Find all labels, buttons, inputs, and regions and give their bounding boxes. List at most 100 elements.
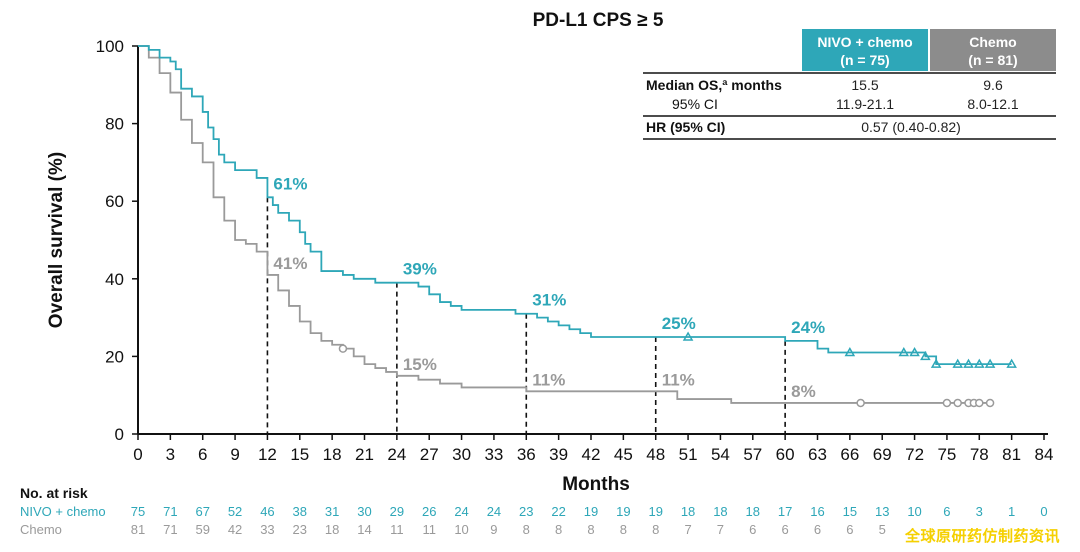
nivo-curve [138, 45, 1012, 366]
x-tick-label: 18 [323, 445, 342, 464]
chemo-censor-mark [338, 344, 348, 353]
at-risk-nivo-value: 38 [293, 504, 307, 519]
at-risk-chemo-value: 8 [555, 522, 562, 537]
x-tick-label: 0 [133, 445, 142, 464]
at-risk-nivo-value: 24 [454, 504, 468, 519]
at-risk-nivo-value: 24 [487, 504, 501, 519]
watermark: 全球原研药仿制药资讯 [904, 527, 1060, 545]
x-tick-label: 39 [549, 445, 568, 464]
at-risk-chemo-value: 59 [195, 522, 209, 537]
chemo-censor-mark [942, 398, 952, 408]
at-risk-nivo-value: 31 [325, 504, 339, 519]
x-tick-label: 48 [646, 445, 665, 464]
median-os-label: Median OS,ª months [646, 77, 782, 93]
at-risk-chemo-value: 8 [620, 522, 627, 537]
ci-chemo: 8.0-12.1 [967, 96, 1019, 112]
chemo-censor-mark [975, 398, 984, 408]
at-risk-nivo-value: 16 [810, 504, 824, 519]
median-os-chemo: 9.6 [983, 77, 1003, 93]
chemo-header-n: (n = 81) [968, 52, 1017, 68]
at-risk-chemo-value: 23 [293, 522, 307, 537]
at-risk-chemo-value: 8 [587, 522, 594, 537]
chemo-landmark-label: 11% [662, 370, 695, 389]
nivo-header-n: (n = 75) [840, 52, 889, 68]
at-risk-nivo-value: 46 [260, 504, 274, 519]
nivo-censor-mark [973, 358, 985, 368]
x-tick-label: 33 [484, 445, 503, 464]
nivo-header-name: NIVO + chemo [817, 34, 912, 50]
at-risk-nivo-value: 19 [616, 504, 630, 519]
at-risk-chemo-value: 7 [684, 522, 691, 537]
at-risk-chemo-value: 8 [523, 522, 530, 537]
x-tick-label: 72 [905, 445, 924, 464]
y-tick-label: 60 [105, 192, 124, 211]
x-tick-label: 69 [873, 445, 892, 464]
x-tick-label: 6 [198, 445, 207, 464]
x-tick-label: 54 [711, 445, 730, 464]
x-tick-label: 75 [937, 445, 956, 464]
chemo-landmark-label: 15% [403, 355, 437, 374]
at-risk-chemo-value: 9 [490, 522, 497, 537]
y-tick-label: 80 [105, 115, 124, 134]
x-tick-label: 42 [582, 445, 601, 464]
chart-title: PD-L1 CPS ≥ 5 [533, 10, 664, 31]
ci-nivo: 11.9-21.1 [836, 96, 894, 112]
nivo-landmark-label: 39% [403, 260, 437, 279]
nivo-censor-mark [920, 350, 931, 361]
at-risk-nivo-value: 10 [907, 504, 921, 519]
x-tick-label: 78 [970, 445, 989, 464]
x-axis-title: Months [562, 474, 630, 495]
x-tick-label: 3 [166, 445, 175, 464]
x-tick-label: 81 [1002, 445, 1021, 464]
nivo-censor-mark [682, 331, 694, 341]
at-risk-values: 75 71 67 52 46 38 31 30 29 26 24 24 23 22 19 19 19 18 18 18… [131, 504, 1048, 537]
at-risk-nivo-value: 1 [1008, 504, 1015, 519]
x-tick-label: 51 [679, 445, 698, 464]
nivo-censor-mark [909, 347, 920, 357]
at-risk-nivo-value: 22 [551, 504, 565, 519]
at-risk-chemo-value: 18 [325, 522, 339, 537]
at-risk-chemo-value: 10 [454, 522, 468, 537]
at-risk-chemo-value: 6 [814, 522, 821, 537]
at-risk-nivo-value: 67 [195, 504, 209, 519]
chemo-header-name: Chemo [969, 34, 1016, 50]
median-os-nivo: 15.5 [851, 77, 878, 93]
at-risk-nivo-value: 18 [681, 504, 695, 519]
chemo-landmark-label: 8% [791, 382, 816, 401]
chemo-censor-mark [856, 398, 865, 408]
x-tick-label: 45 [614, 445, 633, 464]
x-tick-label: 9 [230, 445, 239, 464]
at-risk-nivo-value: 15 [843, 504, 857, 519]
y-axis-title: Overall survival (%) [46, 152, 67, 328]
at-risk-nivo-value: 18 [713, 504, 727, 519]
at-risk-nivo-value: 18 [746, 504, 760, 519]
at-risk-nivo-value: 52 [228, 504, 242, 519]
x-tick-label: 15 [290, 445, 309, 464]
at-risk-chemo-value: 14 [357, 522, 371, 537]
at-risk-chemo-value: 5 [879, 522, 886, 537]
at-risk-nivo-value: 13 [875, 504, 889, 519]
x-tick-label: 66 [840, 445, 859, 464]
x-tick-label: 27 [420, 445, 439, 464]
ci-label: 95% CI [672, 96, 718, 112]
x-tick-label: 57 [743, 445, 762, 464]
at-risk-chemo-value: 8 [652, 522, 659, 537]
x-tick-label: 63 [808, 445, 827, 464]
nivo-censor-mark [952, 358, 964, 368]
nivo-header-cell [802, 29, 928, 71]
x-tick-label: 60 [776, 445, 795, 464]
at-risk-chemo-value: 11 [422, 522, 436, 537]
at-risk-nivo-value: 71 [163, 504, 177, 519]
at-risk-heading: No. at risk [20, 485, 88, 501]
at-risk-nivo-value: 0 [1040, 504, 1047, 519]
at-risk-chemo-value: 6 [749, 522, 756, 537]
nivo-censor-mark [898, 347, 910, 357]
hr-value: 0.57 (0.40-0.82) [861, 119, 961, 135]
y-tick-label: 100 [96, 37, 124, 56]
y-tick-label: 20 [105, 347, 124, 366]
summary-table: NIVO + chemo (n = 75) Chemo (n = 81) Med… [643, 29, 1056, 140]
nivo-landmark-label: 25% [662, 314, 696, 333]
x-tick-label: 30 [452, 445, 471, 464]
y-tick-label: 40 [105, 270, 124, 289]
